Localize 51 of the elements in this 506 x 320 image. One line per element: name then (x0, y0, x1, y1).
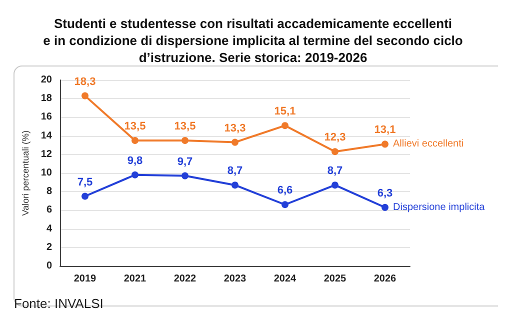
data-label: 18,3 (74, 76, 96, 88)
point (182, 136, 188, 144)
point (132, 136, 138, 144)
point (232, 138, 238, 146)
y-tick-label: 10 (40, 168, 52, 178)
x-tick-label: 2024 (274, 274, 297, 284)
point (182, 172, 188, 180)
point (132, 171, 138, 178)
y-axis-title: Valori percentuali (%) (20, 130, 30, 216)
y-tick-label: 4 (46, 223, 52, 234)
x-tick-label: 2019 (74, 274, 97, 284)
data-label: 13,3 (224, 122, 246, 134)
data-label: 6,6 (277, 184, 293, 197)
data-label: 7,5 (77, 176, 93, 188)
point (332, 148, 338, 156)
data-label: 8,7 (327, 165, 343, 178)
point (282, 201, 288, 208)
y-tick-label: 8 (46, 186, 52, 198)
point (82, 92, 88, 100)
series-label: Allievi eccellenti (393, 138, 464, 150)
series-label: Dispersione implicita (393, 202, 486, 213)
y-tick-label: 16 (40, 112, 52, 123)
point (282, 122, 288, 130)
source-note: Fonte: INVALSI (14, 296, 104, 311)
x-tick-label: 2021 (124, 274, 147, 284)
y-tick-label: 20 (40, 74, 52, 86)
data-label: 8,7 (227, 165, 243, 178)
x-tick-label: 2026 (374, 274, 397, 284)
data-label: 13,1 (374, 124, 396, 136)
y-tick-label: 6 (46, 204, 52, 216)
point (332, 182, 338, 189)
x-tick-label: 2022 (174, 274, 197, 284)
y-tick-label: 0 (46, 260, 52, 272)
data-label: 15,1 (274, 106, 296, 118)
data-label: 9,8 (127, 154, 143, 167)
y-tick-label: 14 (40, 130, 52, 142)
chart-title: Studenti e studentesse con risultati accademicamente eccellenti e in condizione di dispersione implicita al termine del secondo ciclo d’istruzione. Serie storica: 2019-2026 (43, 16, 463, 65)
data-label: 9,7 (177, 156, 193, 168)
x-tick-label: 2023 (224, 274, 247, 284)
data-label: 13,5 (174, 120, 196, 132)
point (82, 192, 88, 200)
point (382, 204, 388, 211)
point (232, 182, 238, 189)
x-tick-label: 2025 (324, 274, 347, 284)
y-tick-label: 12 (40, 148, 52, 160)
data-label: 13,5 (124, 120, 146, 132)
y-tick-label: 2 (46, 242, 52, 253)
point (382, 140, 388, 148)
y-tick-label: 18 (40, 93, 52, 104)
data-label: 6,3 (377, 187, 393, 200)
data-label: 12,3 (324, 132, 346, 144)
